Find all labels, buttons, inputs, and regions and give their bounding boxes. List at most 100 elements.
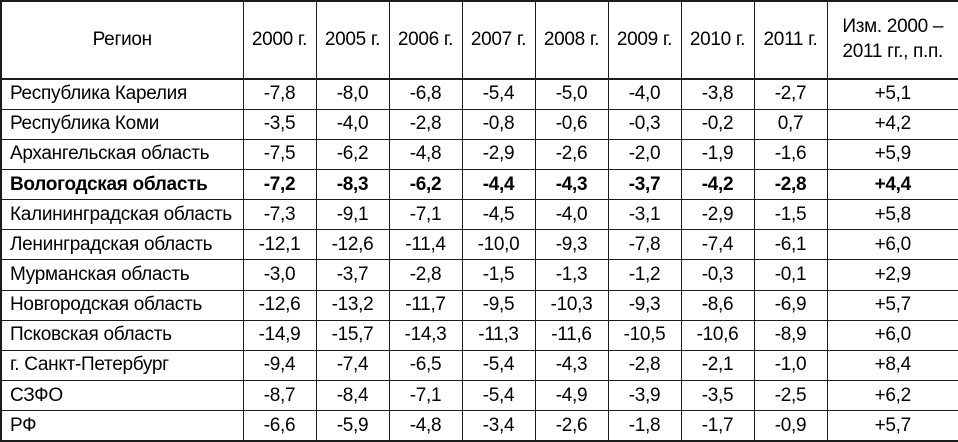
value-cell: -3,5 bbox=[680, 380, 755, 412]
value-cell: -1,5 bbox=[461, 259, 536, 291]
value-cell: -6,2 bbox=[388, 168, 463, 201]
value-cell: -2,9 bbox=[680, 199, 755, 231]
header-row: Регион 2000 г. 2005 г. 2006 г. 2007 г. 2008 г… bbox=[0, 0, 958, 80]
value-cell: -7,3 bbox=[242, 199, 317, 231]
value-cell: -8,0 bbox=[315, 78, 390, 110]
value-cell: -6,6 bbox=[242, 410, 317, 442]
value-cell: -2,6 bbox=[534, 410, 609, 442]
value-cell: -9,3 bbox=[534, 229, 609, 261]
value-cell: -6,1 bbox=[753, 229, 828, 261]
value-cell: -9,3 bbox=[607, 289, 682, 321]
value-cell: -10,3 bbox=[534, 289, 609, 321]
value-cell: -0,1 bbox=[753, 259, 828, 291]
value-cell: -5,4 bbox=[461, 349, 536, 382]
value-cell: -6,5 bbox=[388, 349, 463, 382]
region-name-cell: Архангельская область bbox=[0, 138, 244, 170]
value-cell: -3,1 bbox=[607, 199, 682, 231]
value-cell: -7,5 bbox=[242, 138, 317, 170]
value-cell: -12,1 bbox=[242, 229, 317, 261]
value-cell: +6,2 bbox=[826, 380, 958, 412]
value-cell: -8,7 bbox=[242, 380, 317, 412]
value-cell: -5,4 bbox=[461, 78, 536, 110]
table-row: Вологодская область -7,2 -8,3 -6,2 -4,4 -4,3-… bbox=[0, 168, 958, 201]
value-cell: -4,4 bbox=[461, 168, 536, 201]
value-cell: -3,9 bbox=[607, 380, 682, 412]
column-header-year: 2005 г. bbox=[315, 0, 390, 80]
table-row: Новгородская область -12,6 -13,2 -11,7 -9,5-… bbox=[0, 289, 958, 321]
value-cell: -2,8 bbox=[388, 108, 463, 140]
value-cell: -1,6 bbox=[753, 138, 828, 170]
value-cell: -2,8 bbox=[607, 349, 682, 382]
table-row: Республика Коми -3,5 -4,0 -2,8 -0,8 -0,6 -0,3-… bbox=[0, 108, 958, 140]
value-cell: -0,3 bbox=[680, 259, 755, 291]
value-cell: -11,6 bbox=[534, 319, 609, 351]
region-name-cell: г. Санкт-Петербург bbox=[0, 349, 244, 382]
value-cell: -0,9 bbox=[753, 410, 828, 442]
value-cell: -1,3 bbox=[534, 259, 609, 291]
region-name-cell: СЗФО bbox=[0, 380, 244, 412]
region-name-cell: Новгородская область bbox=[0, 289, 244, 321]
value-cell: -4,3 bbox=[534, 168, 609, 201]
column-header-region: Регион bbox=[0, 0, 244, 80]
value-cell: +4,4 bbox=[826, 168, 958, 201]
value-cell: -1,7 bbox=[680, 410, 755, 442]
value-cell: -11,3 bbox=[461, 319, 536, 351]
region-name-cell: Республика Карелия bbox=[0, 78, 244, 110]
value-cell: -0,2 bbox=[680, 108, 755, 140]
value-cell: -4,2 bbox=[680, 168, 755, 201]
table-row: СЗФО -8,7 -8,4 -7,1 -5,4 -4,9 -3,9 -3,5 -2,5 +6,2 bbox=[0, 380, 958, 412]
value-cell: -5,0 bbox=[534, 78, 609, 110]
value-cell: -7,4 bbox=[680, 229, 755, 261]
value-cell: +5,8 bbox=[826, 199, 958, 231]
table-row: Псковская область -14,9 -15,7 -14,3 -11,3 -11… bbox=[0, 319, 958, 351]
value-cell: -8,9 bbox=[753, 319, 828, 351]
value-cell: -9,5 bbox=[461, 289, 536, 321]
value-cell: -3,0 bbox=[242, 259, 317, 291]
value-cell: -4,5 bbox=[461, 199, 536, 231]
value-cell: -5,9 bbox=[315, 410, 390, 442]
table-row: Республика Карелия -7,8 -8,0 -6,8 -5,4 -5,0 -4… bbox=[0, 78, 958, 110]
value-cell: -3,5 bbox=[242, 108, 317, 140]
region-name-cell: Вологодская область bbox=[0, 168, 244, 201]
value-cell: -7,8 bbox=[607, 229, 682, 261]
column-header-year: 2006 г. bbox=[388, 0, 463, 80]
value-cell: -0,6 bbox=[534, 108, 609, 140]
value-cell: -12,6 bbox=[315, 229, 390, 261]
column-header-change: Изм. 2000 – 2011 гг., п.п. bbox=[826, 0, 958, 80]
value-cell: -2,8 bbox=[753, 168, 828, 201]
value-cell: -12,6 bbox=[242, 289, 317, 321]
value-cell: -2,1 bbox=[680, 349, 755, 382]
table-body: Республика Карелия -7,8 -8,0 -6,8 -5,4 -5,0 -4… bbox=[0, 78, 958, 442]
value-cell: -4,9 bbox=[534, 380, 609, 412]
table-row: Мурманская область -3,0 -3,7 -2,8 -1,5 -1,3 -1… bbox=[0, 259, 958, 291]
value-cell: -3,8 bbox=[680, 78, 755, 110]
value-cell: -5,4 bbox=[461, 380, 536, 412]
value-cell: -14,3 bbox=[388, 319, 463, 351]
value-cell: -3,7 bbox=[607, 168, 682, 201]
value-cell: -2,5 bbox=[753, 380, 828, 412]
value-cell: +5,7 bbox=[826, 289, 958, 321]
value-cell: +5,9 bbox=[826, 138, 958, 170]
column-header-year: 2009 г. bbox=[607, 0, 682, 80]
value-cell: -6,8 bbox=[388, 78, 463, 110]
region-name-cell: Калининградская область bbox=[0, 199, 244, 231]
value-cell: +5,7 bbox=[826, 410, 958, 442]
value-cell: -1,2 bbox=[607, 259, 682, 291]
value-cell: -1,0 bbox=[753, 349, 828, 382]
value-cell: +5,1 bbox=[826, 78, 958, 110]
column-header-year: 2007 г. bbox=[461, 0, 536, 80]
region-name-cell: Мурманская область bbox=[0, 259, 244, 291]
value-cell: -10,0 bbox=[461, 229, 536, 261]
value-cell: -4,3 bbox=[534, 349, 609, 382]
value-cell: -2,8 bbox=[388, 259, 463, 291]
region-name-cell: Псковская область bbox=[0, 319, 244, 351]
table-row: Ленинградская область -12,1 -12,6 -11,4 -10,… bbox=[0, 229, 958, 261]
value-cell: -4,8 bbox=[388, 410, 463, 442]
table-row: Калининградская область -7,3 -9,1 -7,1 -4,5-… bbox=[0, 199, 958, 231]
value-cell: -2,0 bbox=[607, 138, 682, 170]
value-cell: -8,3 bbox=[315, 168, 390, 201]
value-cell: -3,7 bbox=[315, 259, 390, 291]
value-cell: -11,7 bbox=[388, 289, 463, 321]
table-row: г. Санкт-Петербург -9,4 -7,4 -6,5 -5,4 -4,3 -2… bbox=[0, 349, 958, 382]
